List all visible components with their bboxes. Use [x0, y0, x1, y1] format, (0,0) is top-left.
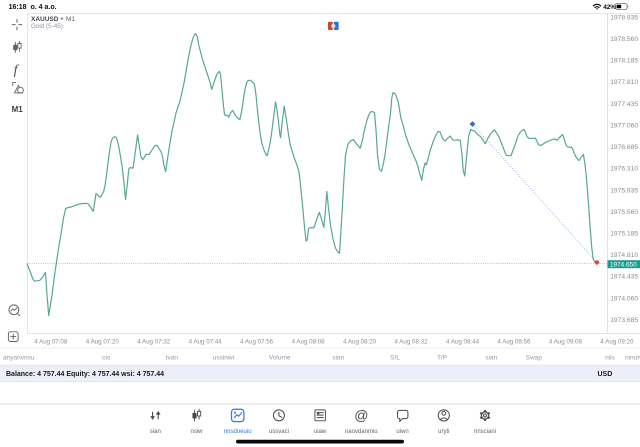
svg-text:Volume: Volume: [269, 355, 291, 362]
svg-text:4 Aug 08:44: 4 Aug 08:44: [446, 339, 480, 346]
svg-text:tvan: tvan: [166, 355, 179, 362]
svg-text:4 Aug 07:44: 4 Aug 07:44: [189, 339, 223, 346]
svg-text:4 Aug 07:08: 4 Aug 07:08: [34, 339, 68, 346]
svg-text:S/L: S/L: [390, 355, 400, 362]
svg-text:1976.685: 1976.685: [610, 144, 638, 151]
svg-text:1974.435: 1974.435: [610, 274, 638, 281]
svg-text:1974.060: 1974.060: [610, 295, 638, 302]
svg-text:4 Aug 07:32: 4 Aug 07:32: [137, 339, 171, 346]
svg-text:o. 4 a.o.: o. 4 a.o.: [31, 4, 57, 11]
svg-text:T/P: T/P: [437, 355, 447, 362]
svg-text:1976.310: 1976.310: [610, 166, 638, 173]
svg-text:1973.685: 1973.685: [610, 317, 638, 324]
svg-text:1977.810: 1977.810: [610, 79, 638, 86]
svg-text:4 Aug 07:56: 4 Aug 07:56: [240, 339, 274, 346]
svg-text:1975.935: 1975.935: [610, 187, 638, 194]
svg-text:1974.650: 1974.650: [610, 261, 637, 268]
svg-text:XAUUSD: XAUUSD: [31, 16, 59, 23]
svg-text:@: @: [354, 407, 368, 423]
svg-text:4 Aug 08:32: 4 Aug 08:32: [394, 339, 428, 346]
svg-text:1975.560: 1975.560: [610, 209, 638, 216]
svg-text:1977.060: 1977.060: [610, 122, 638, 129]
svg-text:sian: sian: [150, 429, 161, 435]
svg-text:uiaw: uiaw: [314, 429, 327, 435]
svg-text:sian: sian: [332, 355, 344, 362]
svg-text:f: f: [14, 63, 20, 78]
svg-text:nsiw: nsiw: [190, 429, 203, 435]
svg-text:nils: nils: [605, 355, 616, 362]
svg-text:Swap: Swap: [526, 355, 543, 362]
svg-text:nnsciani: nnsciani: [474, 429, 496, 435]
svg-text:4 Aug 08:56: 4 Aug 08:56: [497, 339, 531, 346]
svg-text:Gold (5-45): Gold (5-45): [31, 23, 63, 30]
svg-text:uryti: uryti: [438, 429, 449, 435]
svg-text:1975.185: 1975.185: [610, 231, 638, 238]
svg-text:4 Aug 09:20: 4 Aug 09:20: [600, 339, 634, 346]
svg-text:cio: cio: [102, 355, 111, 362]
svg-text:1978.935: 1978.935: [610, 14, 638, 21]
svg-text:M1: M1: [12, 105, 24, 114]
svg-text:ninutvicu: ninutvicu: [625, 355, 640, 362]
svg-text:4 Aug 09:08: 4 Aug 09:08: [549, 339, 583, 346]
svg-text:uiwn: uiwn: [396, 429, 408, 435]
svg-text:USD: USD: [598, 371, 613, 378]
svg-text:4 Aug 08:08: 4 Aug 08:08: [292, 339, 326, 346]
svg-text:4 Aug 08:20: 4 Aug 08:20: [343, 339, 377, 346]
svg-text:anyanvnsu: anyanvnsu: [3, 355, 35, 362]
svg-text:ussinwi: ussinwi: [213, 355, 234, 362]
svg-text:1978.185: 1978.185: [610, 58, 638, 65]
svg-text:4 Aug 07:20: 4 Aug 07:20: [86, 339, 120, 346]
svg-text:1974.810: 1974.810: [610, 252, 638, 259]
svg-text:1978.560: 1978.560: [610, 36, 638, 43]
svg-text:1977.435: 1977.435: [610, 101, 638, 108]
svg-text:42%: 42%: [603, 4, 616, 11]
svg-text:16:18: 16:18: [9, 4, 27, 11]
svg-text:sian: sian: [485, 355, 497, 362]
svg-text:Balance: 4 757.44 Equity: 4 75: Balance: 4 757.44 Equity: 4 757.44 wsi: …: [6, 371, 164, 378]
svg-text:nnsdoeuiu: nnsdoeuiu: [224, 429, 252, 435]
svg-text:ussvaci: ussvaci: [269, 429, 289, 435]
svg-text:naovdanmiu: naovdanmiu: [345, 429, 378, 435]
svg-text:M1: M1: [66, 16, 75, 23]
